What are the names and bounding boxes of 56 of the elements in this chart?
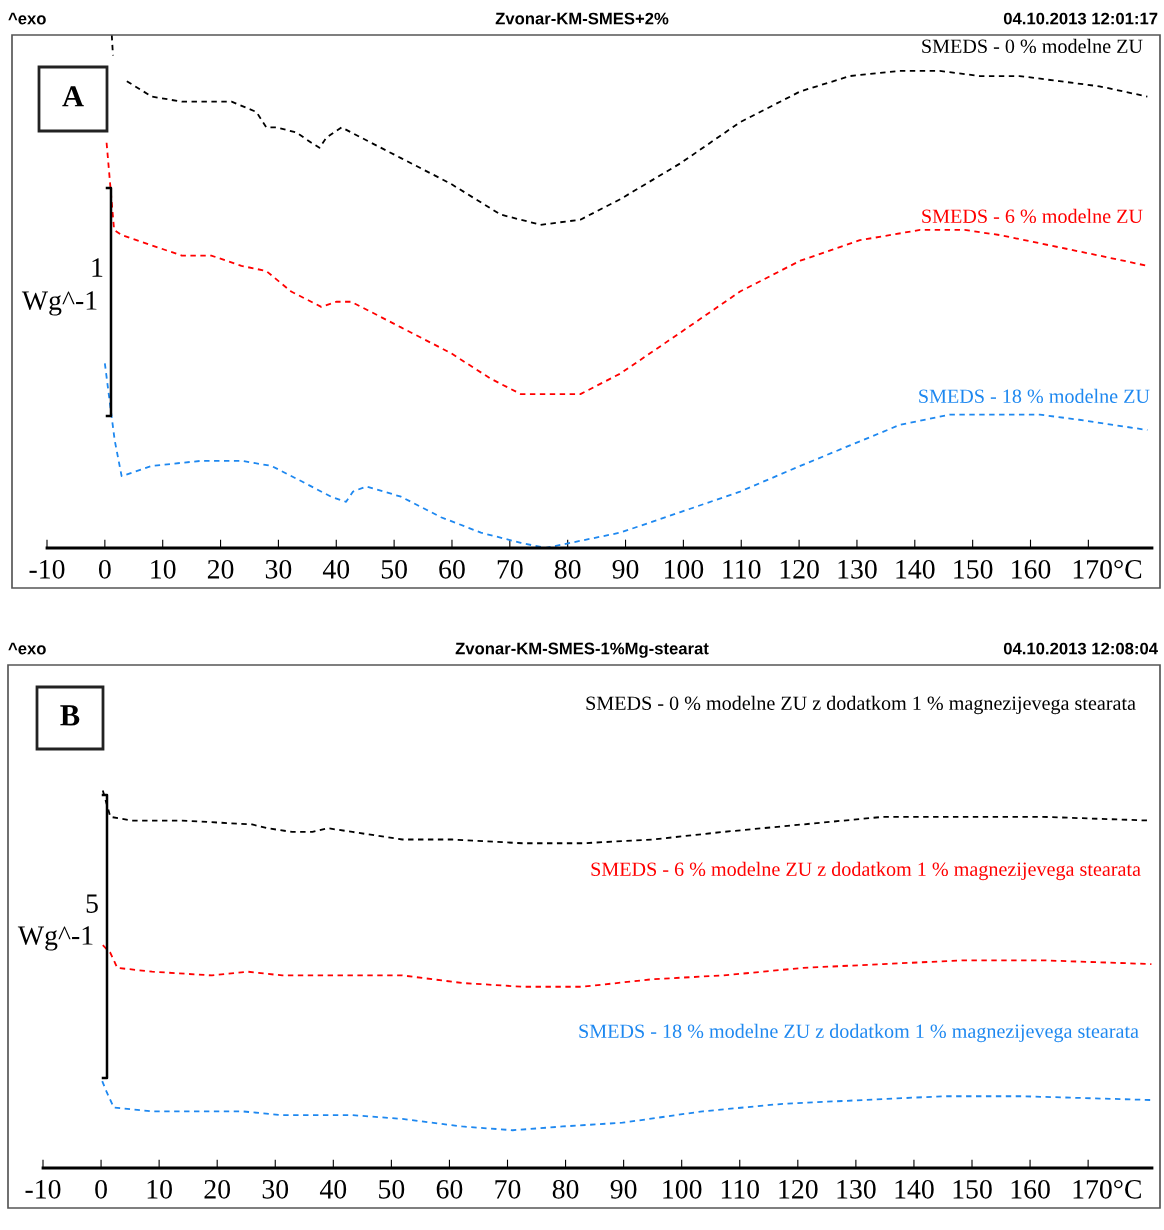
text: 04.10.2013 12:01:17 <box>1003 12 1158 25</box>
x-tick-label: 170°C <box>1073 559 1142 579</box>
x-tick-label: 0 <box>95 1179 107 1199</box>
x-tick-label: 140 <box>895 1179 934 1199</box>
annotation: Wg^-1 <box>17 926 93 951</box>
series-label: SMEDS - 6 % modelne ZU <box>922 208 1143 224</box>
series-label: SMEDS - 0 % modelne ZU <box>922 38 1143 54</box>
x-tick-label: 150 <box>953 1179 992 1199</box>
annotation: 1 <box>92 258 103 277</box>
chart-title: Zvonar-KM-SMES+2% <box>495 12 669 25</box>
x-tick-label: 10 <box>147 1179 172 1199</box>
x-tick-label: 130 <box>837 1179 876 1199</box>
x-tick-label: 130 <box>838 559 877 579</box>
x-tick-label: 90 <box>612 559 639 579</box>
x-tick-label: 70 <box>495 1179 521 1199</box>
text: SMEDS - 18 % modelne ZU z dodatkom 1 % magnezijevega stearata <box>579 1023 1139 1043</box>
x-tick-label: 100 <box>663 1179 702 1199</box>
x-tick-label: 40 <box>322 559 350 579</box>
text: SMEDS - 0 % modelne ZU z dodatkom 1 % magnezijevega stearata <box>586 695 1136 715</box>
x-tick-label: 0 <box>98 559 111 579</box>
x-tick-label: 50 <box>379 1179 405 1199</box>
x-tick-label: 20 <box>204 1179 231 1199</box>
x-tick-label: 80 <box>554 559 581 579</box>
text: ^exo <box>8 642 46 655</box>
x-tick-label: 60 <box>439 559 465 579</box>
x-tick-label: 90 <box>610 1179 637 1199</box>
annotation: Wg^-1 <box>21 291 97 316</box>
annotation: 5 <box>86 894 98 913</box>
x-tick-label: 110 <box>723 559 761 579</box>
chart-title: Zvonar-KM-SMES-1%Mg-stearat <box>455 642 709 658</box>
x-tick-label: 40 <box>319 1179 347 1199</box>
text: ^exo <box>8 12 46 25</box>
x-tick-label: 120 <box>779 1179 818 1199</box>
x-tick-label: 70 <box>497 559 523 579</box>
x-tick-label: 140 <box>896 559 935 579</box>
x-tick-label: 120 <box>780 559 819 579</box>
x-tick-label: 20 <box>207 559 234 579</box>
x-tick-label: 30 <box>262 1179 289 1199</box>
x-tick-label: 10 <box>151 559 176 579</box>
text: B <box>60 705 80 726</box>
x-tick-label: 100 <box>665 559 704 579</box>
x-tick-label: 80 <box>552 1179 579 1199</box>
x-tick-label: 60 <box>436 1179 463 1199</box>
x-tick-label: 170°C <box>1073 1179 1141 1199</box>
text: SMEDS - 6 % modelne ZU z dodatkom 1 % magnezijevega stearata <box>591 861 1141 881</box>
text: 04.10.2013 12:08:04 <box>1003 642 1158 655</box>
x-tick-label: 160 <box>1011 1179 1050 1199</box>
x-tick-label: 50 <box>381 559 407 579</box>
series-label: SMEDS - 18 % modelne ZU <box>919 388 1150 404</box>
x-tick-label: -10 <box>29 559 65 579</box>
x-tick-label: 160 <box>1012 559 1051 579</box>
x-tick-label: 30 <box>265 559 292 579</box>
x-tick-label: -10 <box>25 1179 61 1199</box>
x-tick-label: 110 <box>721 1179 760 1199</box>
annotation: A <box>62 86 84 107</box>
x-tick-label: 150 <box>954 559 993 579</box>
